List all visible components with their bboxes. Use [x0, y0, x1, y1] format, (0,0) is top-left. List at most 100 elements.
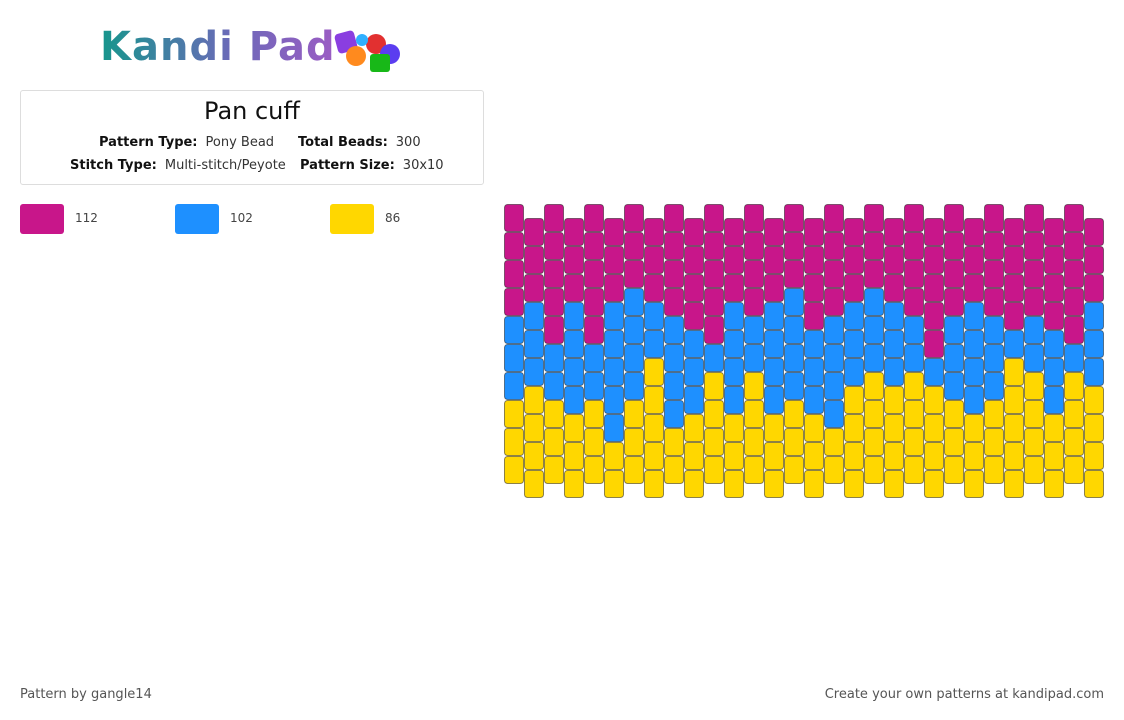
- bead: [644, 442, 664, 470]
- bead: [904, 232, 924, 260]
- bead: [604, 414, 624, 442]
- bead: [944, 232, 964, 260]
- bead: [1004, 330, 1024, 358]
- bead: [744, 260, 764, 288]
- bead: [564, 470, 584, 498]
- info-row: Pattern Size: 30x10: [300, 158, 444, 173]
- bead: [944, 456, 964, 484]
- bead: [704, 428, 724, 456]
- bead: [524, 218, 544, 246]
- bead: [924, 274, 944, 302]
- bead: [584, 344, 604, 372]
- bead: [764, 358, 784, 386]
- bead: [624, 316, 644, 344]
- value: Pony Bead: [205, 135, 275, 150]
- bead: [844, 218, 864, 246]
- bead: [984, 260, 1004, 288]
- bead: [764, 414, 784, 442]
- bead: [724, 414, 744, 442]
- bead: [1044, 386, 1064, 414]
- bead: [964, 414, 984, 442]
- bead: [844, 414, 864, 442]
- bead: [764, 330, 784, 358]
- bead: [544, 232, 564, 260]
- bead: [1064, 316, 1084, 344]
- bead: [1084, 274, 1104, 302]
- bead: [984, 428, 1004, 456]
- bead: [984, 400, 1004, 428]
- footer-author: Pattern by gangle14: [20, 687, 152, 702]
- bead: [664, 428, 684, 456]
- bead: [964, 330, 984, 358]
- bead: [1084, 218, 1104, 246]
- bead: [824, 372, 844, 400]
- bead: [784, 260, 804, 288]
- bead: [624, 428, 644, 456]
- bead: [524, 274, 544, 302]
- bead: [604, 442, 624, 470]
- bead: [724, 442, 744, 470]
- bead: [1044, 442, 1064, 470]
- bead: [924, 414, 944, 442]
- bead: [764, 442, 784, 470]
- color-swatch: [175, 204, 219, 234]
- value: Multi-stitch/Peyote: [164, 158, 286, 173]
- bead: [824, 344, 844, 372]
- bead: [944, 344, 964, 372]
- bead: [684, 218, 704, 246]
- bead: [684, 414, 704, 442]
- bead: [1024, 260, 1044, 288]
- bead: [864, 260, 884, 288]
- bead: [1064, 288, 1084, 316]
- info-row: Stitch Type: Multi-stitch/Peyote: [70, 158, 286, 173]
- bead: [844, 470, 864, 498]
- bead: [1024, 316, 1044, 344]
- bead: [664, 372, 684, 400]
- bead: [744, 232, 764, 260]
- bead: [824, 232, 844, 260]
- bead: [704, 400, 724, 428]
- bead: [524, 442, 544, 470]
- bead: [1064, 428, 1084, 456]
- bead: [924, 442, 944, 470]
- bead: [844, 274, 864, 302]
- bead: [944, 372, 964, 400]
- bead: [544, 204, 564, 232]
- bead: [864, 204, 884, 232]
- bead: [864, 372, 884, 400]
- bead: [1044, 414, 1064, 442]
- bead: [984, 456, 1004, 484]
- bead: [704, 204, 724, 232]
- bead: [944, 204, 964, 232]
- bead: [904, 372, 924, 400]
- bead: [584, 456, 604, 484]
- bead: [724, 274, 744, 302]
- bead: [824, 204, 844, 232]
- bead: [644, 218, 664, 246]
- bead: [724, 218, 744, 246]
- bead: [924, 470, 944, 498]
- bead: [604, 330, 624, 358]
- bead: [744, 400, 764, 428]
- bead: [1064, 456, 1084, 484]
- bead: [884, 274, 904, 302]
- bead: [604, 274, 624, 302]
- bead: [604, 358, 624, 386]
- bead: [1084, 302, 1104, 330]
- bead: [524, 386, 544, 414]
- bead: [644, 386, 664, 414]
- bead: [584, 372, 604, 400]
- color-count: 86: [385, 211, 401, 225]
- bead: [584, 232, 604, 260]
- bead: [864, 400, 884, 428]
- bead: [724, 386, 744, 414]
- bead: [764, 470, 784, 498]
- bead: [584, 400, 604, 428]
- bead: [544, 260, 564, 288]
- bead: [964, 246, 984, 274]
- bead: [744, 344, 764, 372]
- bead: [524, 414, 544, 442]
- bead: [724, 470, 744, 498]
- bead: [1024, 400, 1044, 428]
- bead: [564, 358, 584, 386]
